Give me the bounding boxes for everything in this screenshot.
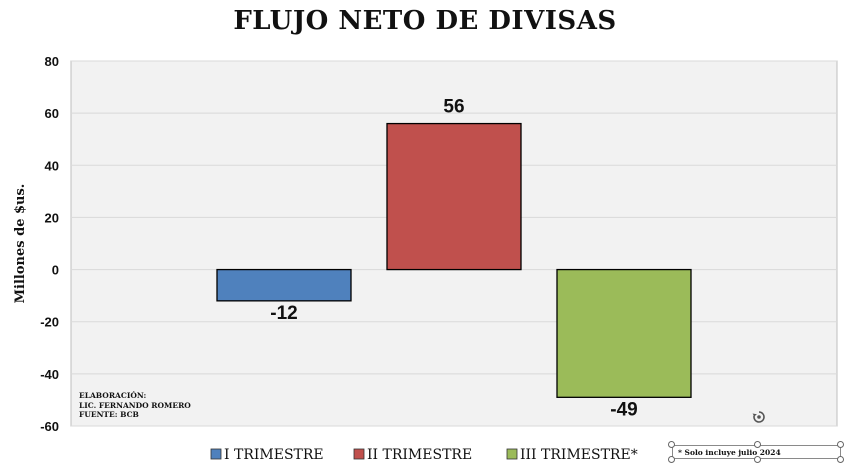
credits-line: ELABORACIÓN: bbox=[79, 391, 147, 400]
y-tick-label: 60 bbox=[45, 106, 59, 121]
bar bbox=[386, 122, 522, 271]
resize-handle[interactable] bbox=[837, 441, 844, 448]
legend-label: II TRIMESTRE bbox=[367, 447, 472, 463]
resize-handle[interactable] bbox=[754, 456, 761, 463]
y-tick-label: -60 bbox=[40, 419, 59, 434]
credits-line: FUENTE: BCB bbox=[79, 410, 139, 419]
y-axis-label: Millones de $us. bbox=[13, 184, 28, 304]
legend-label: I TRIMESTRE bbox=[224, 447, 324, 463]
legend-swatch bbox=[210, 448, 222, 460]
credits-block: ELABORACIÓN: LIC. FERNANDO ROMERO FUENTE… bbox=[79, 391, 191, 420]
data-label: 56 bbox=[443, 97, 464, 118]
resize-handle[interactable] bbox=[754, 441, 761, 448]
y-tick-label: 20 bbox=[45, 210, 59, 225]
rotate-handle-icon[interactable] bbox=[751, 409, 767, 425]
resize-handle[interactable] bbox=[668, 456, 675, 463]
resize-handle[interactable] bbox=[837, 456, 844, 463]
y-tick-label: -20 bbox=[40, 315, 59, 330]
y-tick-label: 40 bbox=[45, 158, 59, 173]
resize-handle[interactable] bbox=[668, 441, 675, 448]
chart-title: FLUJO NETO DE DIVISAS bbox=[233, 6, 617, 36]
legend-label: III TRIMESTRE* bbox=[520, 447, 638, 463]
data-label: -49 bbox=[610, 399, 637, 420]
data-label: -12 bbox=[270, 303, 297, 324]
credits-line: LIC. FERNANDO ROMERO bbox=[79, 400, 191, 410]
legend-swatch bbox=[353, 448, 365, 460]
y-tick-label: 80 bbox=[45, 54, 59, 69]
bar bbox=[556, 268, 692, 398]
y-tick-label: -40 bbox=[40, 367, 59, 382]
legend-swatch bbox=[506, 448, 518, 460]
bar bbox=[216, 268, 352, 302]
y-tick-label: 0 bbox=[52, 263, 59, 278]
